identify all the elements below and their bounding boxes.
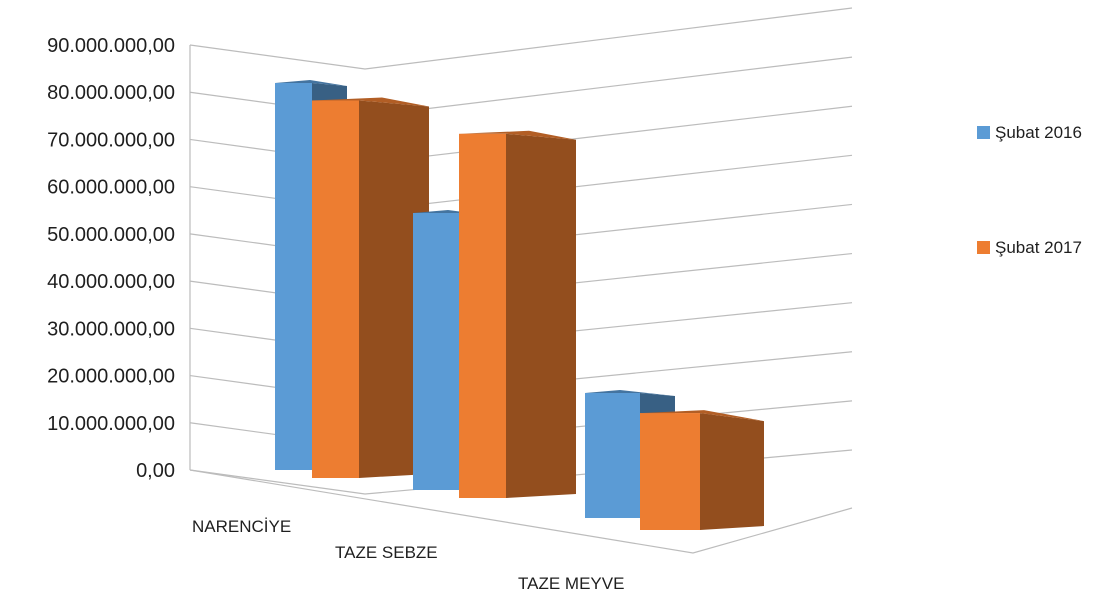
legend: Şubat 2016 Şubat 2017: [977, 123, 1082, 257]
gridline: [189, 7, 853, 70]
y-tick-label: 80.000.000,00: [47, 82, 175, 104]
y-tick-label: 90.000.000,00: [47, 35, 175, 57]
category-labels: NARENCİYE TAZE SEBZE TAZE MEYVE: [192, 517, 624, 593]
y-tick-label: 40.000.000,00: [47, 271, 175, 293]
legend-label: Şubat 2017: [995, 238, 1082, 257]
bar: [312, 100, 359, 478]
y-tick-label: 0,00: [136, 460, 175, 482]
y-tick-label: 70.000.000,00: [47, 129, 175, 151]
bar-group: [640, 410, 764, 530]
bar: [459, 133, 506, 498]
y-tick-label: 30.000.000,00: [47, 318, 175, 340]
bars: [275, 80, 764, 530]
bar-group: [459, 130, 576, 498]
legend-label: Şubat 2016: [995, 123, 1082, 142]
bar-side: [506, 133, 576, 498]
bar-top: [312, 97, 429, 107]
bar-side: [359, 100, 429, 478]
category-label: NARENCİYE: [192, 517, 291, 536]
y-tick-label: 50.000.000,00: [47, 224, 175, 246]
bar: [585, 393, 640, 518]
bar-top: [640, 410, 764, 422]
bar: [640, 413, 700, 530]
legend-swatch: [977, 241, 990, 254]
y-axis-ticks: 0,00 10.000.000,00 20.000.000,00 30.000.000…: [47, 35, 175, 482]
bar-side: [700, 413, 764, 530]
y-tick-label: 20.000.000,00: [47, 366, 175, 388]
legend-swatch: [977, 126, 990, 139]
floor-edge: [189, 469, 853, 554]
y-tick-label: 60.000.000,00: [47, 177, 175, 199]
category-label: TAZE MEYVE: [518, 574, 624, 593]
bar: [275, 83, 312, 470]
bar-group: [312, 97, 429, 478]
category-label: TAZE SEBZE: [335, 543, 438, 562]
bar-top: [459, 130, 576, 140]
bar: [413, 213, 459, 490]
y-tick-label: 10.000.000,00: [47, 413, 175, 435]
